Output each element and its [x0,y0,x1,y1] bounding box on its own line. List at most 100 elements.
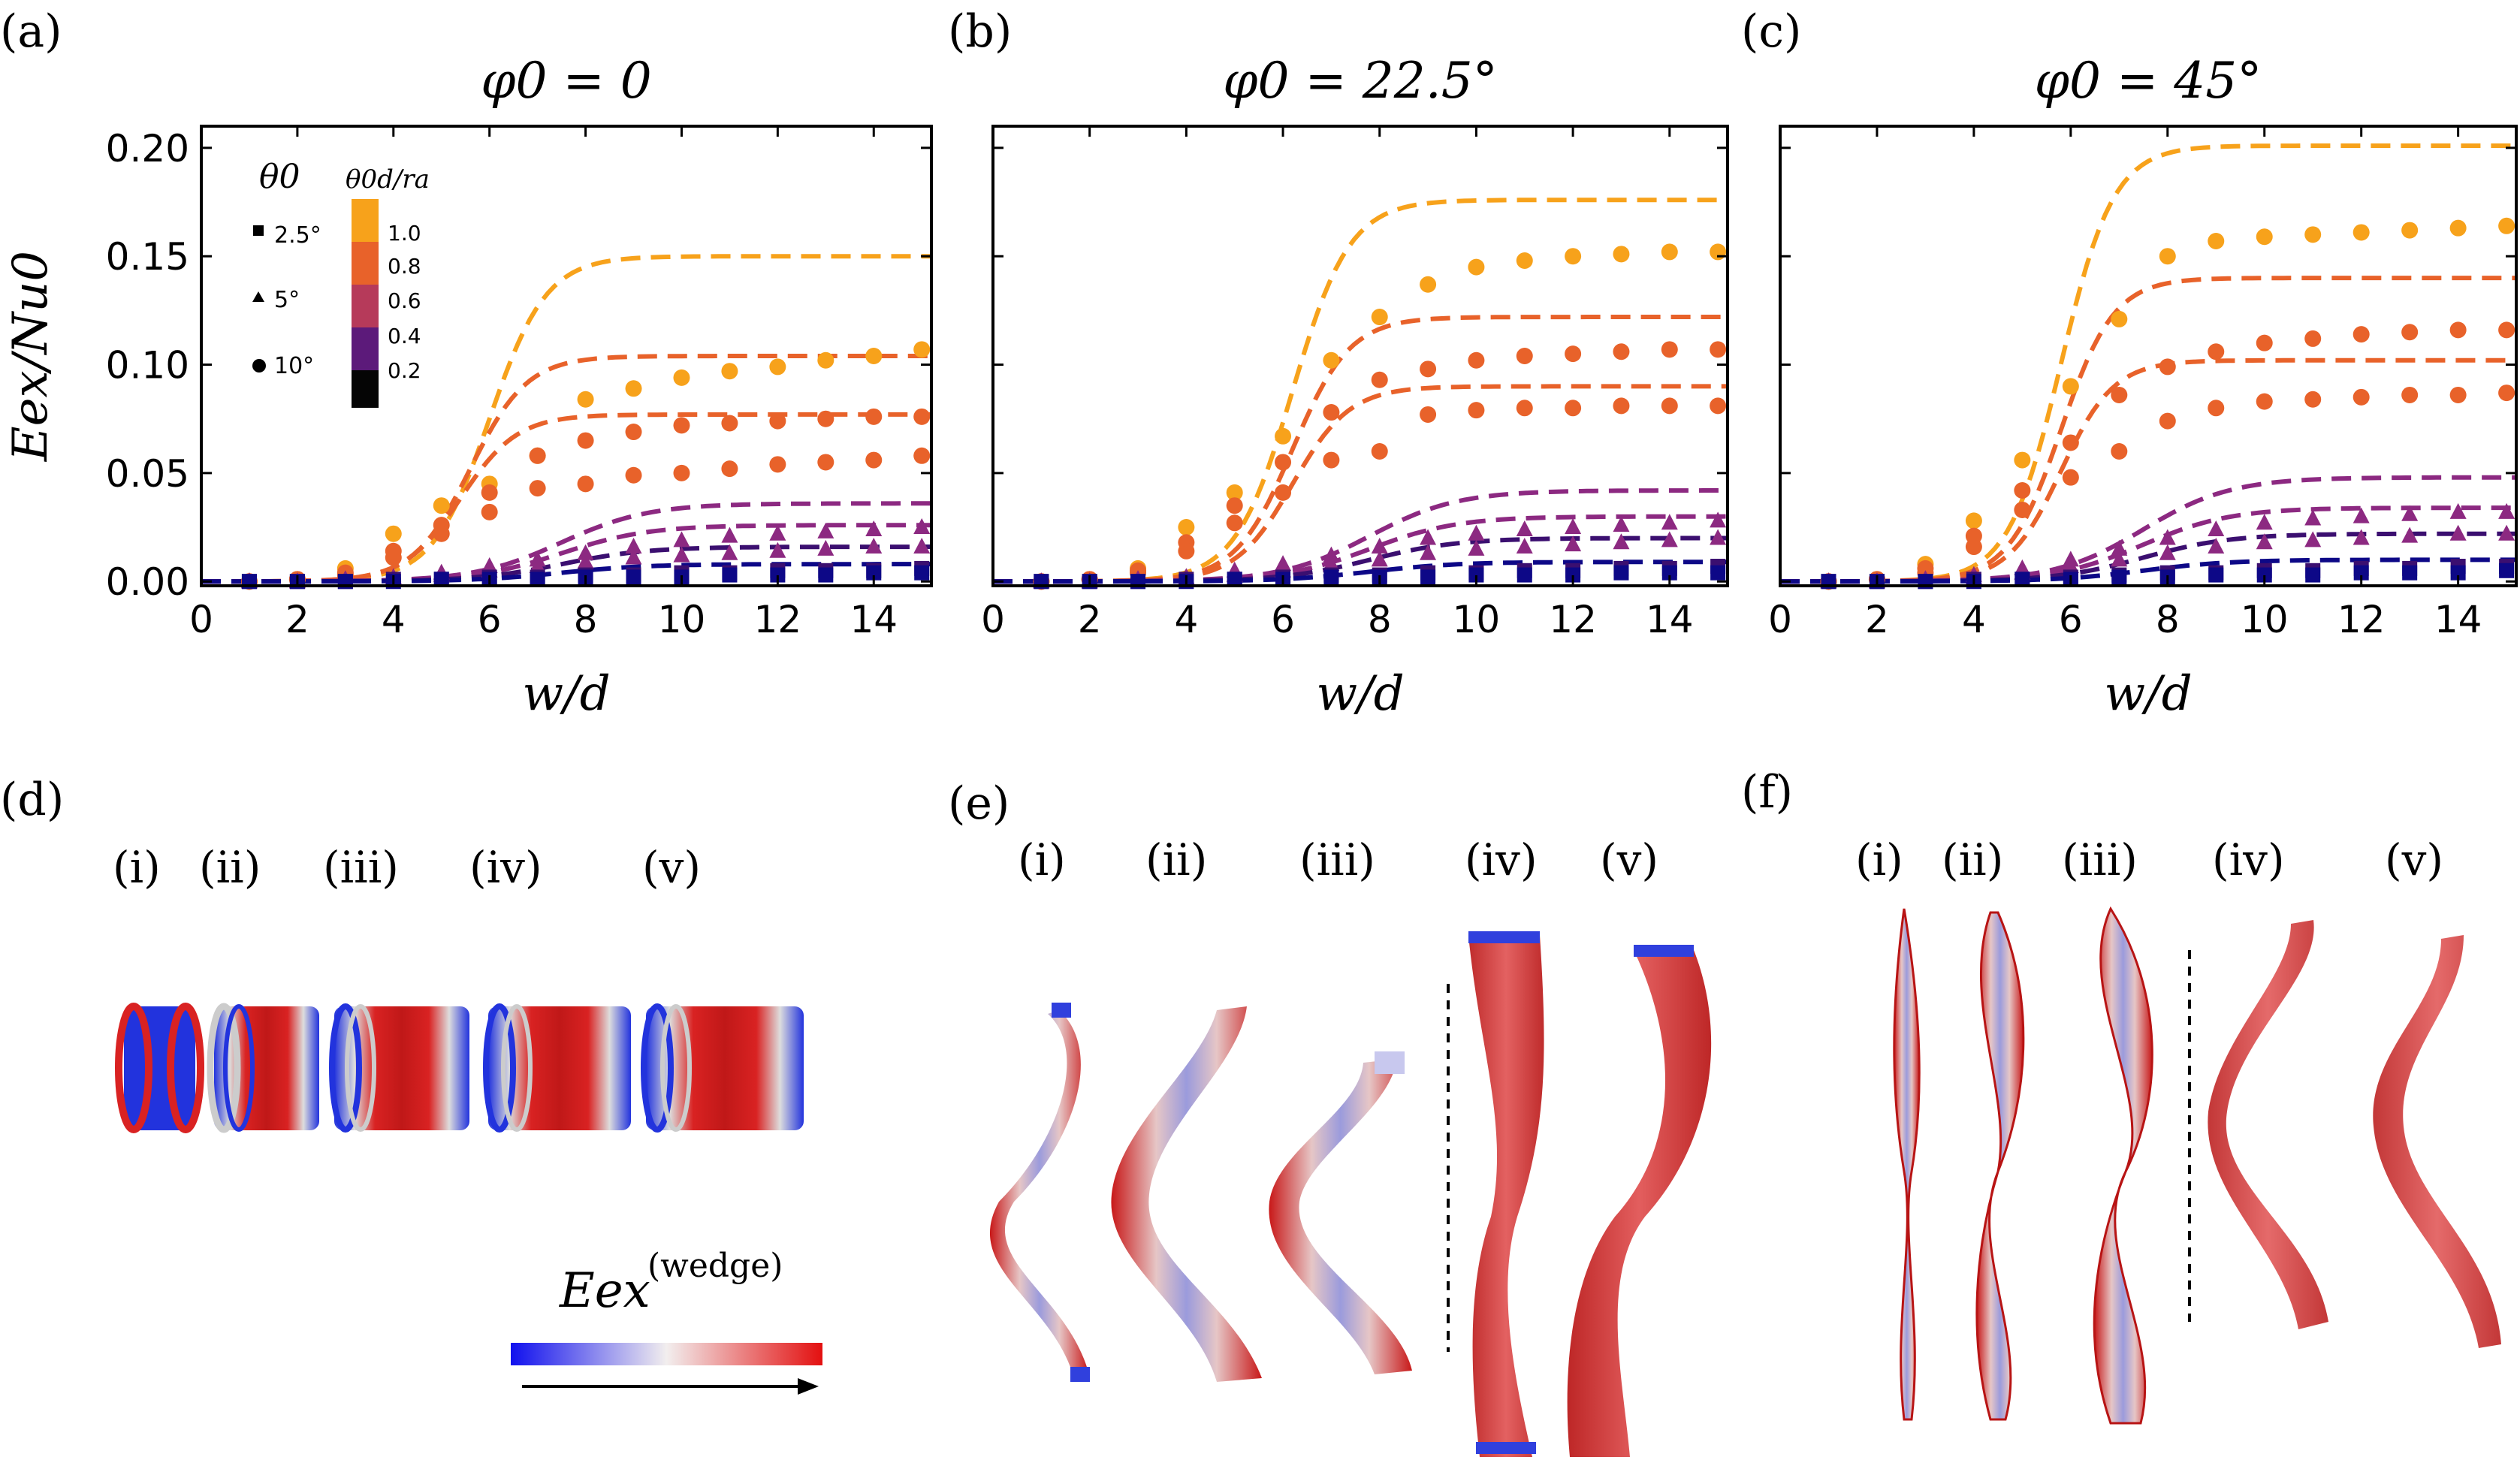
f-sublabel-iv: (iv) [2212,834,2285,885]
panel-label-a: (a) [0,5,62,58]
data-point-triangle [1420,544,1437,560]
data-point-circle [1565,248,1582,265]
x-tick-label: 12 [754,598,802,641]
x-tick-label: 8 [574,598,598,641]
x-tick-label: 10 [658,598,706,641]
colorbar-swatch-06 [352,285,379,327]
data-point-triangle [2304,509,2322,526]
data-point-square [1468,567,1484,583]
data-point-circle [2159,248,2176,265]
data-point-square [722,567,738,583]
data-point-triangle [1661,514,1678,530]
e-sublabel-v: (v) [1600,834,1658,885]
colorbar-tick-04: 0.4 [388,324,421,348]
data-point-triangle [913,518,931,535]
data-point-triangle [1565,535,1582,552]
data-point-circle [865,451,883,469]
data-point-circle [529,447,546,464]
data-point-square [866,565,882,581]
x-tick-label: 6 [478,598,502,641]
d-sublabel-v: (v) [642,842,701,893]
chart-title: φ0 = 0 [481,52,651,110]
x-axis-label: w/d [1316,666,1404,722]
legend-label-triangle: 5° [274,287,300,313]
x-tick-label: 0 [1768,598,1792,641]
colorbar-swatch-08 [352,242,379,285]
f-sublabel-iii: (iii) [2062,834,2138,885]
cylinder-ii [207,1003,319,1133]
data-point-circle [1226,484,1243,501]
data-point-triangle [913,538,931,554]
data-point-circle [1178,542,1195,560]
data-point-circle [721,460,738,478]
data-point-square [914,565,930,581]
data-point-circle [2062,378,2079,395]
data-point-triangle [2159,544,2176,560]
x-tick-label: 10 [1453,598,1501,641]
data-point-triangle [2111,550,2128,567]
data-point-circle [2401,324,2419,341]
data-point-circle [1468,402,1485,419]
data-point-triangle [1516,520,1533,536]
data-point-circle [2159,412,2176,430]
data-point-circle [2353,326,2370,343]
axes-frame [1779,125,2518,587]
data-point-circle [2062,469,2079,486]
data-point-circle [385,549,402,566]
data-point-circle [673,369,690,386]
data-point-circle [1371,371,1388,388]
e-sublabel-iii: (iii) [1299,834,1375,885]
data-point-circle [2256,334,2273,351]
chart-panel-c: φ0 = 45° 0 2 4 6 8 10 12 14 w/d [1768,52,2518,722]
data-point-square [818,567,834,583]
x-tick-label: 4 [382,598,406,641]
data-point-circle [2353,224,2370,241]
data-point-circle [1965,512,1982,529]
legend-label-circle: 10° [274,353,314,379]
data-point-circle [1323,351,1340,369]
data-point-triangle [577,553,594,569]
ribbon-e-v [1567,945,1712,1457]
chart-panel-b: φ0 = 22.5° 0 2 4 6 8 10 12 14 w/d [981,52,1729,722]
theory-curve-2 [201,412,931,584]
data-point-circle [1565,400,1582,417]
data-point-triangle [625,538,642,554]
data-point-circle [433,525,450,542]
ribbon-e-iv [1468,931,1544,1457]
panel-label-d: (d) [0,774,64,826]
y-tick-label: 0.15 [106,235,189,279]
y-tick-label: 0.10 [106,344,189,388]
data-point-triangle [865,538,883,554]
f-sublabel-v: (v) [2385,834,2443,885]
data-point-circle [577,432,594,449]
data-point-square [2499,563,2515,578]
legend-label-square: 2.5° [274,222,321,249]
data-point-square [1420,569,1436,585]
data-point-triangle [577,544,594,560]
data-point-circle [2159,358,2176,376]
x-tick-label: 12 [1549,598,1597,641]
e-sublabel-i: (i) [1018,834,1066,885]
data-point-circle [1420,360,1437,378]
data-point-circle [577,391,594,408]
data-point-circle [2304,226,2322,243]
data-point-triangle [1323,555,1340,572]
data-point-square [2450,565,2466,581]
e-sublabel-ii: (ii) [1145,834,1207,885]
data-point-circle [1371,443,1388,460]
y-tick-label: 0.05 [106,452,189,496]
data-point-triangle [2449,502,2467,519]
data-point-circle [817,351,834,369]
data-point-circle [2449,219,2467,237]
axes-frame [200,125,933,587]
data-point-triangle [2208,538,2225,554]
data-point-circle [1965,538,1982,556]
data-point-circle [769,412,786,430]
data-point-triangle [2304,531,2322,547]
color-legend-title: θ0d/ra [346,164,430,195]
data-point-square [626,569,641,585]
cylinder-iii [329,1003,469,1133]
data-point-circle [2498,385,2515,402]
panel-label-b: (b) [948,5,1012,58]
ribbon-f-v [2373,935,2501,1348]
